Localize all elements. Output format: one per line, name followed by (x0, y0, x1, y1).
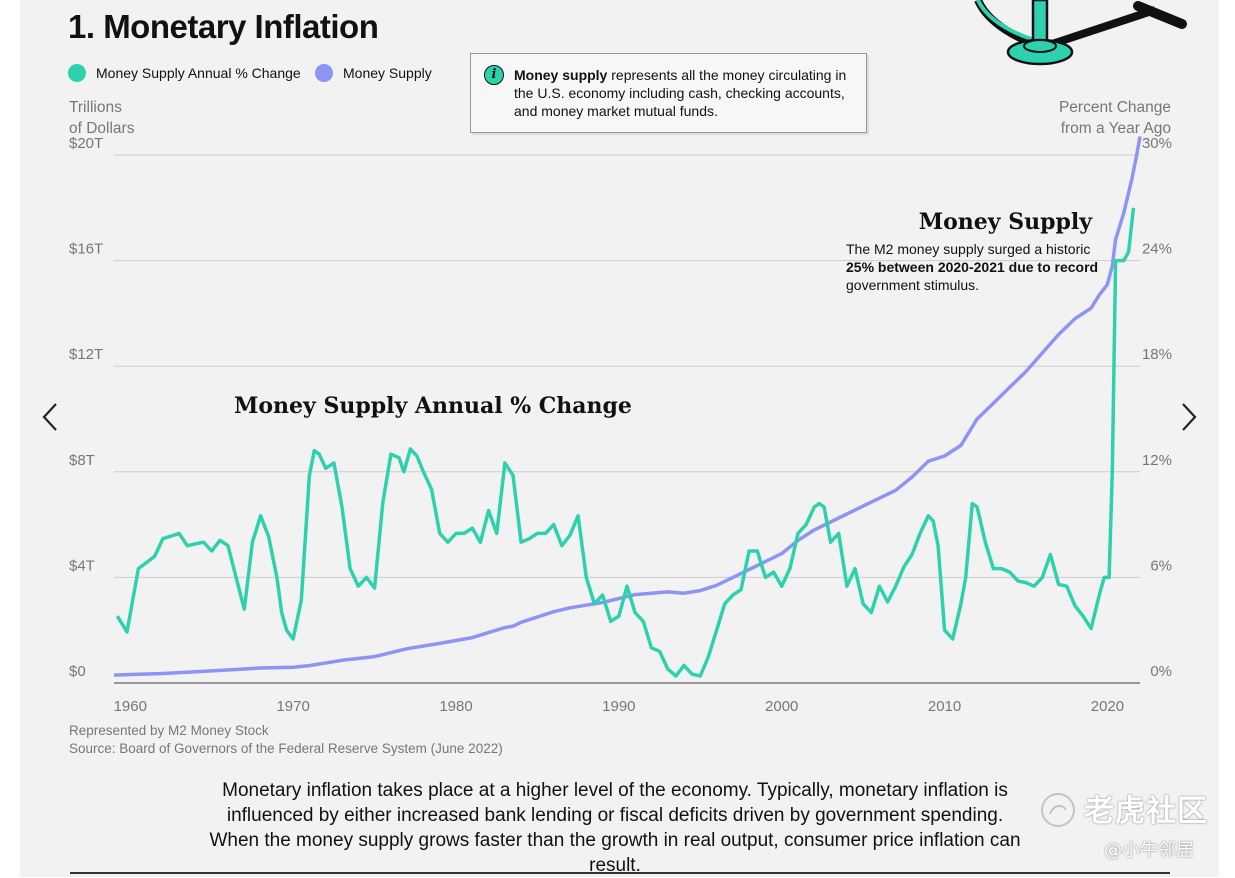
definition-box: i Money supply represents all the money … (470, 53, 867, 133)
left-tick-label: $12T (69, 346, 103, 363)
series-line-annual-change (115, 207, 1136, 678)
right-tick-label: 12% (1142, 452, 1172, 469)
right-tick-label: 24% (1142, 241, 1172, 258)
left-tick-label: $16T (69, 241, 103, 258)
right-axis-ticks: 0% 6% 12% 18% 24% 30% (1142, 135, 1172, 680)
left-tick-label: $8T (69, 452, 95, 469)
left-tick-label: $20T (69, 135, 103, 152)
footnote-line-1: Represented by M2 Money Stock (69, 723, 269, 738)
definition-body: represents all the money circulating in … (514, 67, 847, 119)
left-axis-ticks: $0 $4T $8T $12T $16T $20T (69, 135, 103, 680)
info-icon: i (484, 65, 504, 85)
left-tick-label: $0 (69, 663, 86, 680)
annotation-title-supply: Money Supply (919, 209, 1093, 235)
community-logo-icon (1041, 793, 1075, 827)
right-axis-title: Percent Change from a Year Ago (1058, 99, 1171, 137)
annotation-title-growth: Money Supply Annual % Change (234, 393, 632, 419)
source-footnote: Represented by M2 Money Stock Source: Bo… (69, 722, 503, 758)
previous-slide-button[interactable] (34, 399, 68, 435)
definition-term: Money supply (514, 67, 608, 83)
footnote-line-2: Source: Board of Governors of the Federa… (69, 741, 503, 756)
legend-item-growth: Money Supply Annual % Change (68, 64, 301, 82)
legend-swatch-purple (315, 64, 333, 82)
x-axis-ticks: 1960 1970 1980 1990 2000 2010 2020 (114, 698, 1125, 715)
annotation-line-3: government stimulus. (846, 277, 979, 293)
legend-swatch-teal (68, 64, 86, 82)
legend-item-supply: Money Supply (315, 64, 432, 82)
x-tick-label: 1980 (439, 698, 472, 715)
definition-text: Money supply represents all the money ci… (514, 66, 854, 120)
right-tick-label: 30% (1142, 135, 1172, 152)
x-tick-label: 2010 (928, 698, 961, 715)
annotation-line-1: The M2 money supply surged a historic (846, 241, 1090, 257)
series-line-money-supply (113, 136, 1142, 677)
annotation-text-supply: The M2 money supply surged a historic 25… (846, 241, 1098, 293)
bottom-divider (70, 872, 1170, 874)
x-tick-label: 1990 (602, 698, 635, 715)
left-axis-title: Trillions of Dollars (69, 99, 135, 137)
x-tick-label: 2020 (1091, 698, 1124, 715)
legend-label-growth: Money Supply Annual % Change (96, 65, 301, 81)
right-tick-label: 18% (1142, 346, 1172, 363)
gridlines (114, 154, 1140, 578)
chevron-left-icon (42, 403, 57, 431)
legend-label-supply: Money Supply (343, 65, 432, 81)
infographic-card (20, 0, 1219, 877)
x-tick-label: 1970 (276, 698, 309, 715)
watermark-text: 老虎社区 (1084, 794, 1208, 829)
right-tick-label: 0% (1150, 663, 1172, 680)
watermark: 老虎社区 @小牛邻居 (1038, 786, 1218, 866)
left-tick-label: $4T (69, 557, 95, 574)
x-tick-label: 2000 (765, 698, 798, 715)
annotation-line-2: 25% between 2020-2021 due to record (846, 259, 1098, 275)
explanation-paragraph: Monetary inflation takes place at a high… (209, 780, 1021, 876)
next-slide-button[interactable] (1172, 399, 1206, 435)
x-tick-label: 1960 (114, 698, 147, 715)
watermark-handle: @小牛邻居 (1104, 840, 1194, 861)
right-tick-label: 6% (1150, 557, 1172, 574)
balance-scale-illustration (974, 0, 1187, 66)
chevron-right-icon (1182, 403, 1197, 431)
page-title: 1. Monetary Inflation (68, 8, 379, 45)
